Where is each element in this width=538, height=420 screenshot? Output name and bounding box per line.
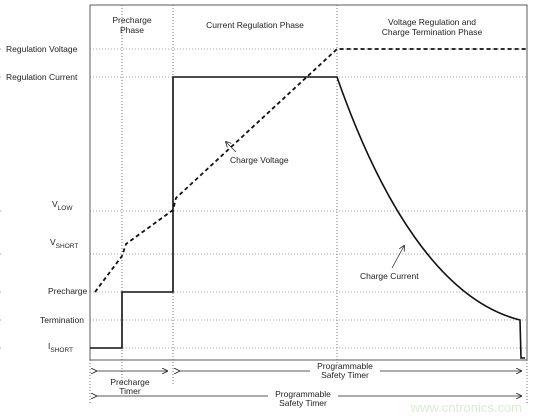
leader bbox=[226, 142, 237, 153]
timer-line: Programmable bbox=[275, 389, 331, 399]
phase-line: Charge Termination Phase bbox=[382, 27, 483, 37]
phase-title: Precharge Phase bbox=[112, 15, 151, 35]
level-sub: SHORT bbox=[56, 243, 79, 250]
timer-line: Safety Timer bbox=[279, 398, 327, 408]
level-sub: LOW bbox=[58, 205, 74, 212]
frame bbox=[89, 4, 528, 361]
phase-line: Phase bbox=[120, 25, 144, 35]
level-label: VSHORT bbox=[50, 237, 78, 250]
annotation: Charge Current bbox=[360, 271, 419, 281]
phase-line: Precharge bbox=[112, 15, 151, 25]
annotation: Charge Voltage bbox=[230, 155, 289, 165]
level-label: Regulation Voltage bbox=[6, 44, 78, 54]
label-bg bbox=[268, 388, 338, 416]
watermark: www.cntronics.com bbox=[410, 400, 522, 415]
charge-voltage-curve bbox=[94, 48, 527, 293]
phase-title: Voltage Regulation and Charge Termination… bbox=[382, 17, 483, 37]
label-bg bbox=[2, 40, 88, 358]
timer-line: Precharge bbox=[110, 377, 149, 387]
level-label: Regulation Current bbox=[6, 72, 78, 82]
timer-line: Safety Timer bbox=[321, 370, 369, 380]
level-main: I bbox=[48, 341, 50, 351]
level-sub: SHORT bbox=[50, 347, 73, 354]
timer-line: Timer bbox=[119, 386, 141, 396]
level-main: V bbox=[52, 199, 58, 209]
timer-label: Programmable Safety Timer bbox=[275, 389, 331, 408]
phase-line: Current Regulation Phase bbox=[206, 20, 304, 30]
level-label: Termination bbox=[40, 315, 84, 325]
label-bg bbox=[310, 363, 380, 385]
leader bbox=[391, 246, 404, 269]
timer-line: Programmable bbox=[317, 361, 373, 371]
phase-title: Current Regulation Phase bbox=[206, 20, 304, 30]
level-label: VLOW bbox=[52, 199, 73, 212]
level-main: V bbox=[50, 237, 56, 247]
level-label: ISHORT bbox=[48, 341, 73, 354]
phase-line: Voltage Regulation and bbox=[388, 17, 476, 27]
timer-label: Precharge Timer bbox=[110, 377, 149, 396]
timer-label: Programmable Safety Timer bbox=[317, 361, 373, 380]
level-label: Precharge bbox=[48, 286, 87, 296]
charge-current-curve bbox=[90, 76, 525, 359]
